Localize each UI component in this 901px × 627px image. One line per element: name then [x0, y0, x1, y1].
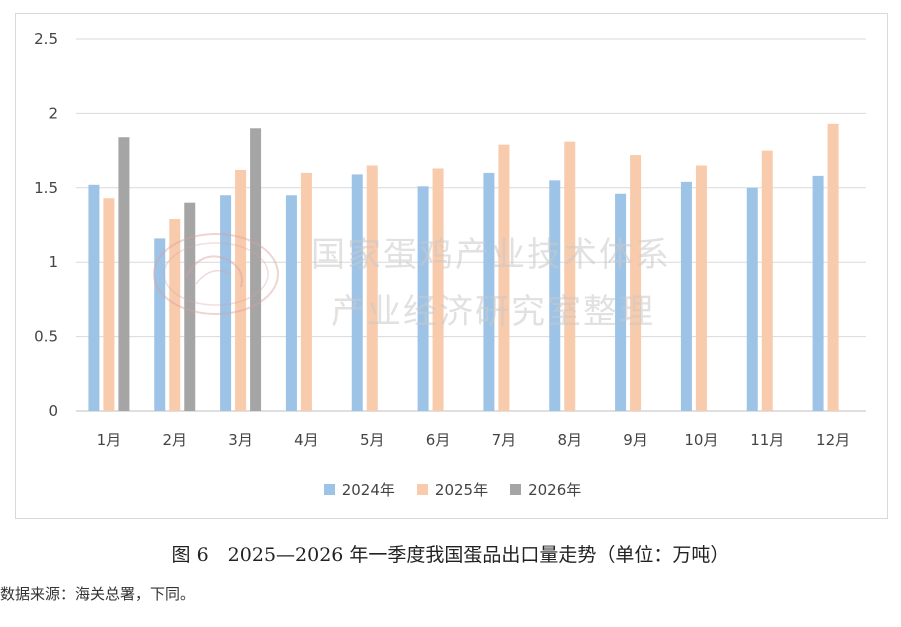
- bar-2024年-9月: [615, 193, 627, 411]
- bar-2024年-11月: [746, 187, 758, 411]
- x-tick-label: 6月: [426, 431, 451, 449]
- bar-2025年-8月: [564, 141, 576, 411]
- x-tick-label: 9月: [623, 431, 648, 449]
- legend-item: 2026年: [510, 479, 581, 500]
- x-tick-label: 2月: [162, 431, 187, 449]
- legend-swatch: [510, 483, 522, 495]
- bar-2025年-10月: [695, 165, 707, 411]
- legend-label: 2025年: [434, 480, 489, 499]
- bar-2025年-1月: [103, 198, 115, 411]
- bar-2025年-2月: [169, 219, 181, 411]
- bar-2025年-9月: [630, 155, 642, 411]
- bar-2024年-12月: [812, 175, 824, 411]
- bar-2025年-6月: [432, 168, 444, 411]
- bar-2024年-2月: [154, 238, 166, 411]
- y-tick-label: 2: [48, 104, 58, 122]
- x-tick-label: 8月: [557, 431, 582, 449]
- legend-item: 2025年: [416, 479, 489, 500]
- x-tick-label: 10月: [684, 431, 718, 449]
- chart-frame: 0 0.5 1 1.5 2 2.5 1月 2月 3月 4月 5月 6月 7月 8月 9月 10月 11月 12月 …: [15, 13, 888, 519]
- bar-2025年-5月: [366, 165, 378, 411]
- x-tick-label: 5月: [360, 431, 385, 449]
- bar-2025年-11月: [761, 150, 773, 411]
- bar-2024年-10月: [680, 181, 692, 411]
- y-tick-label: 2.5: [34, 30, 58, 48]
- data-source-note: 数据来源：海关总署，下同。: [0, 585, 196, 603]
- y-tick-label: 1.5: [34, 179, 58, 197]
- bar-2026年-1月: [118, 137, 130, 411]
- x-tick-label: 1月: [97, 431, 122, 449]
- bar-2025年-7月: [498, 144, 510, 411]
- bar-2024年-4月: [285, 195, 297, 411]
- chart-plot: 0 0.5 1 1.5 2 2.5 1月 2月 3月 4月 5月 6月 7月 8月 9月 10月 11月 12月: [34, 30, 866, 449]
- figure-caption: 图 6 2025—2026 年一季度我国蛋品出口量走势（单位：万吨）: [171, 544, 730, 566]
- x-tick-label: 7月: [492, 431, 517, 449]
- bar-2024年-6月: [417, 186, 429, 411]
- legend-swatch: [323, 483, 335, 495]
- bar-2026年-2月: [184, 202, 196, 411]
- bar-2024年-8月: [549, 180, 561, 411]
- legend-swatch: [416, 483, 428, 495]
- x-tick-label: 4月: [294, 431, 319, 449]
- legend-label: 2024年: [341, 480, 395, 499]
- bar-2024年-3月: [220, 195, 232, 411]
- chart-legend: 2024年 2025年 2026年: [16, 474, 889, 504]
- bar-2026年-3月: [250, 128, 262, 411]
- y-tick-label: 0: [48, 402, 58, 420]
- x-tick-label: 12月: [816, 431, 850, 449]
- bar-2025年-4月: [300, 172, 312, 411]
- legend-label: 2026年: [528, 480, 582, 499]
- bar-2025年-12月: [827, 123, 839, 411]
- y-tick-label: 0.5: [34, 328, 58, 346]
- x-tick-label: 11月: [750, 431, 784, 449]
- x-tick-label: 3月: [228, 431, 253, 449]
- bar-2025年-3月: [235, 169, 247, 411]
- legend-item: 2024年: [323, 479, 395, 500]
- y-tick-label: 1: [48, 253, 58, 271]
- bar-2024年-1月: [88, 184, 100, 411]
- bar-2024年-5月: [351, 174, 363, 411]
- bar-2024年-7月: [483, 172, 495, 411]
